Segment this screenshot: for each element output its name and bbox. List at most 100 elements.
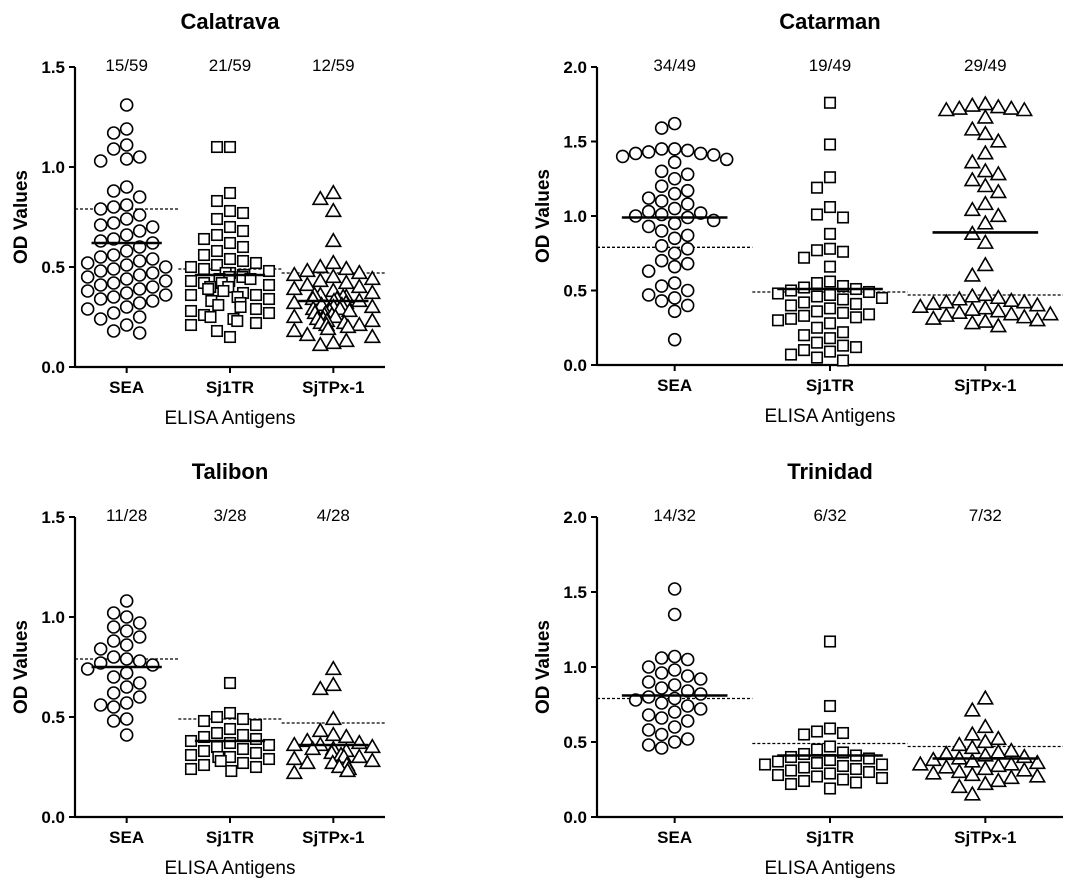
data-point-sj1tr — [838, 247, 849, 258]
data-point-sj1tr — [238, 744, 249, 755]
chart-panel-talibon: Talibon OD Values ELISA Antigens 0.0 0.5 1.0 1… — [11, 459, 385, 879]
data-point-sj1tr — [786, 285, 797, 296]
data-point-sea — [134, 209, 146, 221]
positive-count-sj1tr: 19/49 — [809, 56, 852, 75]
positive-count-sea: 14/32 — [653, 506, 696, 525]
data-point-sjtpx-1 — [991, 774, 1006, 787]
data-point-sea — [121, 245, 133, 257]
data-point-sjtpx-1 — [313, 260, 328, 273]
data-point-sea — [95, 265, 107, 277]
data-point-sjtpx-1 — [287, 752, 302, 765]
data-point-sea — [682, 285, 694, 297]
data-point-sj1tr — [251, 290, 262, 301]
data-point-sj1tr — [838, 340, 849, 351]
data-point-sjtpx-1 — [991, 291, 1006, 304]
data-point-sea — [656, 122, 668, 134]
data-point-sea — [108, 715, 120, 727]
data-point-sea — [682, 243, 694, 255]
data-point-sj1tr — [264, 308, 275, 319]
data-point-sj1tr — [799, 311, 810, 322]
data-point-sea — [108, 671, 120, 683]
data-point-sj1tr — [812, 352, 823, 363]
data-point-sea — [108, 263, 120, 275]
data-point-sea — [695, 688, 707, 700]
data-point-sjtpx-1 — [965, 98, 980, 111]
data-point-sj1tr — [213, 300, 224, 311]
data-point-sea — [643, 220, 655, 232]
data-point-sjtpx-1 — [365, 330, 380, 343]
data-point-sj1tr — [215, 756, 226, 767]
data-point-sj1tr — [799, 297, 810, 308]
data-point-sj1tr — [799, 252, 810, 263]
data-point-sea — [656, 742, 668, 754]
data-point-sj1tr — [186, 306, 197, 317]
data-point-sj1tr — [799, 762, 810, 773]
data-point-sjtpx-1 — [352, 318, 367, 331]
data-point-sea — [682, 185, 694, 197]
chart-title: Talibon — [192, 459, 269, 484]
data-point-sea — [695, 673, 707, 685]
data-point-sea — [643, 724, 655, 736]
data-point-sjtpx-1 — [300, 264, 315, 277]
data-point-sj1tr — [251, 258, 262, 269]
data-point-sea — [669, 173, 681, 185]
data-point-sea — [147, 295, 159, 307]
data-point-sea — [669, 143, 681, 155]
data-point-sjtpx-1 — [352, 266, 367, 279]
data-point-sj1tr — [825, 303, 836, 314]
y-tick-label: 1.5 — [41, 508, 65, 527]
data-point-sea — [643, 691, 655, 703]
data-point-sjtpx-1 — [326, 678, 341, 691]
data-point-sj1tr — [225, 222, 236, 233]
data-point-sjtpx-1 — [913, 300, 928, 313]
data-point-sj1tr — [238, 226, 249, 237]
data-point-sea — [656, 280, 668, 292]
data-point-sea — [134, 255, 146, 267]
data-point-sj1tr — [212, 246, 223, 257]
y-tick-label: 1.5 — [41, 58, 65, 77]
data-point-sj1tr — [212, 214, 223, 225]
data-point-sjtpx-1 — [978, 777, 993, 790]
data-point-sj1tr — [251, 762, 262, 773]
data-point-sjtpx-1 — [300, 278, 315, 291]
data-point-sea — [82, 271, 94, 283]
data-point-sea — [121, 99, 133, 111]
data-point-sj1tr — [851, 342, 862, 353]
data-point-sj1tr — [225, 332, 236, 343]
data-point-sea — [643, 146, 655, 158]
data-point-sj1tr — [238, 208, 249, 219]
data-point-sj1tr — [773, 315, 784, 326]
data-point-sj1tr — [786, 300, 797, 311]
data-point-sjtpx-1 — [965, 173, 980, 186]
data-point-sj1tr — [238, 256, 249, 267]
data-point-sea — [134, 631, 146, 643]
data-point-sea — [95, 219, 107, 231]
data-point-sj1tr — [186, 290, 197, 301]
y-tick-label: 1.0 — [563, 658, 587, 677]
data-point-sea — [695, 147, 707, 159]
data-point-sj1tr — [825, 139, 836, 150]
data-point-sea — [147, 281, 159, 293]
data-point-sea — [121, 697, 133, 709]
data-point-sea — [134, 297, 146, 309]
data-point-sj1tr — [225, 254, 236, 265]
data-point-sea — [656, 667, 668, 679]
data-point-sjtpx-1 — [965, 289, 980, 302]
data-point-sea — [147, 221, 159, 233]
data-point-sj1tr — [786, 765, 797, 776]
data-point-sj1tr — [199, 234, 210, 245]
data-point-sea — [121, 181, 133, 193]
data-point-sea — [121, 199, 133, 211]
data-point-sjtpx-1 — [326, 186, 341, 199]
data-point-sj1tr — [225, 206, 236, 217]
data-point-sea — [121, 595, 133, 607]
data-point-sea — [643, 289, 655, 301]
data-point-sj1tr — [225, 142, 236, 153]
data-point-sj1tr — [877, 773, 888, 784]
data-point-sea — [108, 143, 120, 155]
data-point-sjtpx-1 — [287, 766, 302, 779]
data-point-sea — [95, 203, 107, 215]
data-point-sea — [108, 621, 120, 633]
data-point-sjtpx-1 — [978, 146, 993, 159]
data-point-sj1tr — [838, 308, 849, 319]
